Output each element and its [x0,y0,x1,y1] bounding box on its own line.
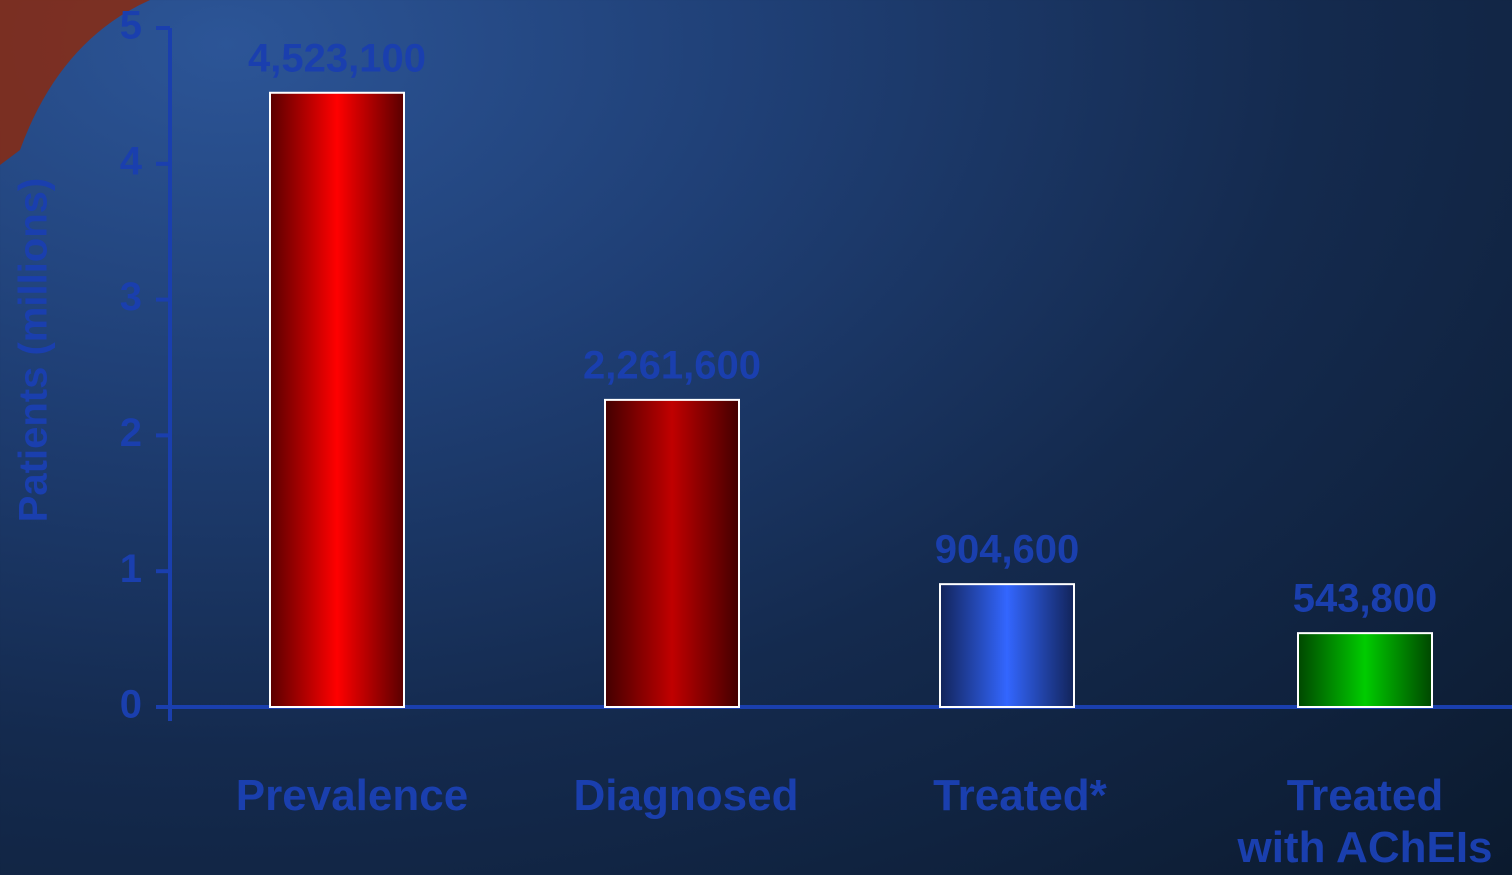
x-tick-label: Treated with AChEIs [1237,771,1493,872]
x-tick-label: Diagnosed [573,771,799,820]
y-tick-label: 2 [120,411,142,455]
bar [604,398,740,708]
bar [269,91,405,709]
y-tick-label: 1 [120,547,142,591]
bar [939,583,1075,709]
x-tick-label: Treated* [933,771,1107,820]
value-label: 2,261,600 [583,343,761,387]
y-tick-label: 4 [120,139,143,183]
value-label: 904,600 [935,528,1080,572]
y-axis-label: Patients (millions) [12,178,56,523]
y-tick-label: 3 [120,275,142,319]
y-tick-label: 0 [120,683,142,727]
value-label: 543,800 [1293,577,1438,621]
decoration [0,0,150,165]
bar [1297,632,1433,709]
value-label: 4,523,100 [248,36,426,80]
y-tick-label: 5 [120,4,142,48]
x-tick-label: Prevalence [235,771,469,820]
